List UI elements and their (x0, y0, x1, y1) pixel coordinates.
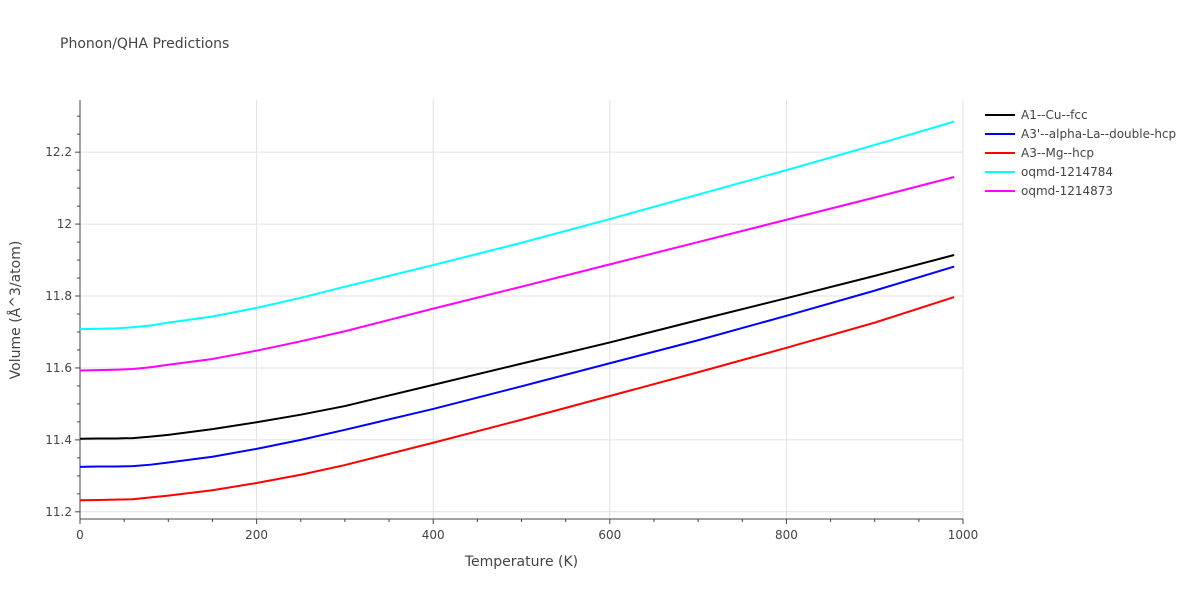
x-axis-label: Temperature (K) (464, 554, 579, 570)
x-tick-label: 800 (775, 528, 798, 542)
legend-item[interactable]: oqmd-1214784 (985, 162, 1176, 181)
series-line[interactable] (79, 265, 955, 468)
legend: A1--Cu--fcc A3'--alpha-La--double-hcp A3--… (985, 105, 1176, 200)
legend-label: A3--Mg--hcp (1021, 145, 1094, 160)
legend-item[interactable]: oqmd-1214873 (985, 181, 1176, 200)
legend-item[interactable]: A3'--alpha-La--double-hcp (985, 124, 1176, 143)
y-axis-label: Volume (Å^3/atom) (8, 240, 24, 380)
legend-swatch (985, 113, 1015, 116)
legend-swatch (985, 170, 1015, 173)
legend-swatch (985, 132, 1015, 135)
y-tick-label: 11.6 (45, 361, 72, 375)
y-tick-label: 11.4 (45, 433, 72, 447)
series-line[interactable] (79, 120, 955, 331)
legend-label: A1--Cu--fcc (1021, 107, 1088, 122)
legend-item[interactable]: A1--Cu--fcc (985, 105, 1176, 124)
chart-title: Phonon/QHA Predictions (60, 36, 230, 52)
y-tick-label: 12.2 (45, 145, 72, 159)
series-line[interactable] (79, 254, 955, 440)
x-tick-label: 200 (245, 528, 268, 542)
legend-label: oqmd-1214784 (1021, 164, 1114, 179)
y-tick-label: 12 (57, 217, 72, 231)
legend-swatch (985, 189, 1015, 192)
series-line[interactable] (79, 296, 955, 502)
y-tick-label: 11.2 (45, 505, 72, 519)
y-tick-label: 11.8 (45, 289, 72, 303)
series-line[interactable] (79, 176, 955, 372)
x-tick-label: 400 (422, 528, 445, 542)
x-tick-label: 600 (598, 528, 621, 542)
legend-swatch (985, 151, 1015, 154)
legend-label: A3'--alpha-La--double-hcp (1021, 126, 1177, 141)
x-tick-label: 0 (76, 528, 84, 542)
legend-label: oqmd-1214873 (1021, 183, 1114, 198)
x-tick-label: 1000 (948, 528, 979, 542)
legend-item[interactable]: A3--Mg--hcp (985, 143, 1176, 162)
